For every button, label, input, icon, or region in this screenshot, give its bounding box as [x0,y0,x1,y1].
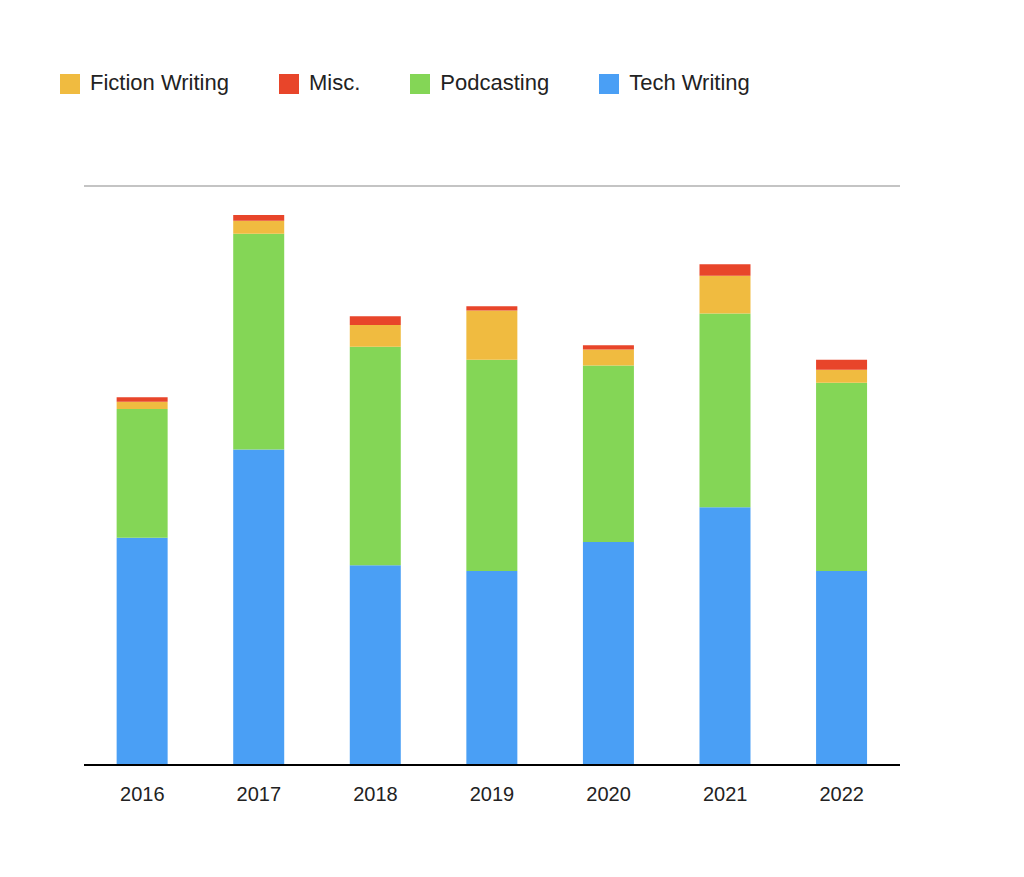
html-text:Tech Writing: Tech Writing [629,70,750,95]
svg-text:2022: 2022 [819,783,864,805]
svg-text:2018: 2018 [353,783,398,805]
svg-text:2021: 2021 [703,783,748,805]
svg-text:2016: 2016 [120,783,165,805]
html-text:Fiction Writing: Fiction Writing [90,70,229,95]
svg-text:2019: 2019 [470,783,515,805]
svg-text:2017: 2017 [237,783,282,805]
html-text:Misc.: Misc. [309,70,361,95]
svg-text:2020: 2020 [586,783,631,805]
html-text:Podcasting: Podcasting [440,70,550,95]
